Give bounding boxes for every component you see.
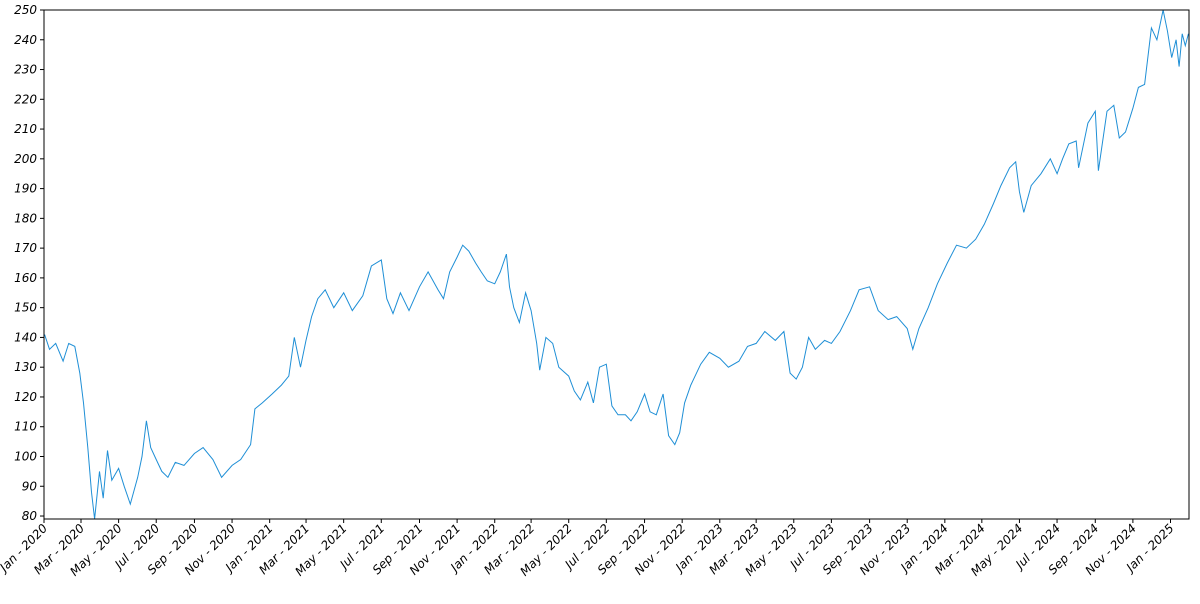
y-tick-label: 210 bbox=[14, 122, 37, 136]
y-tick-label: 200 bbox=[14, 152, 37, 166]
y-tick-label: 110 bbox=[14, 420, 37, 434]
y-tick-label: 130 bbox=[14, 360, 37, 374]
y-tick-label: 140 bbox=[14, 330, 37, 344]
y-tick-label: 100 bbox=[14, 449, 37, 463]
y-tick-label: 230 bbox=[14, 63, 37, 77]
series-line bbox=[44, 9, 1189, 520]
y-axis-ticks: 80 90 100 110 120 130 140 150 160 170 180 190 200 210… bbox=[14, 3, 44, 523]
y-tick-label: 160 bbox=[14, 271, 37, 285]
y-tick-label: 90 bbox=[22, 479, 38, 493]
y-tick-label: 170 bbox=[14, 241, 37, 255]
y-tick-label: 240 bbox=[14, 33, 37, 47]
y-tick-label: 80 bbox=[22, 509, 38, 523]
y-tick-label: 220 bbox=[14, 92, 37, 106]
y-tick-label: 120 bbox=[14, 390, 37, 404]
y-tick-label: 150 bbox=[14, 301, 37, 315]
plot-frame bbox=[43, 9, 1190, 520]
y-tick-label: 180 bbox=[14, 211, 37, 225]
y-tick-label: 190 bbox=[14, 182, 37, 196]
y-tick-label: 250 bbox=[14, 3, 37, 17]
